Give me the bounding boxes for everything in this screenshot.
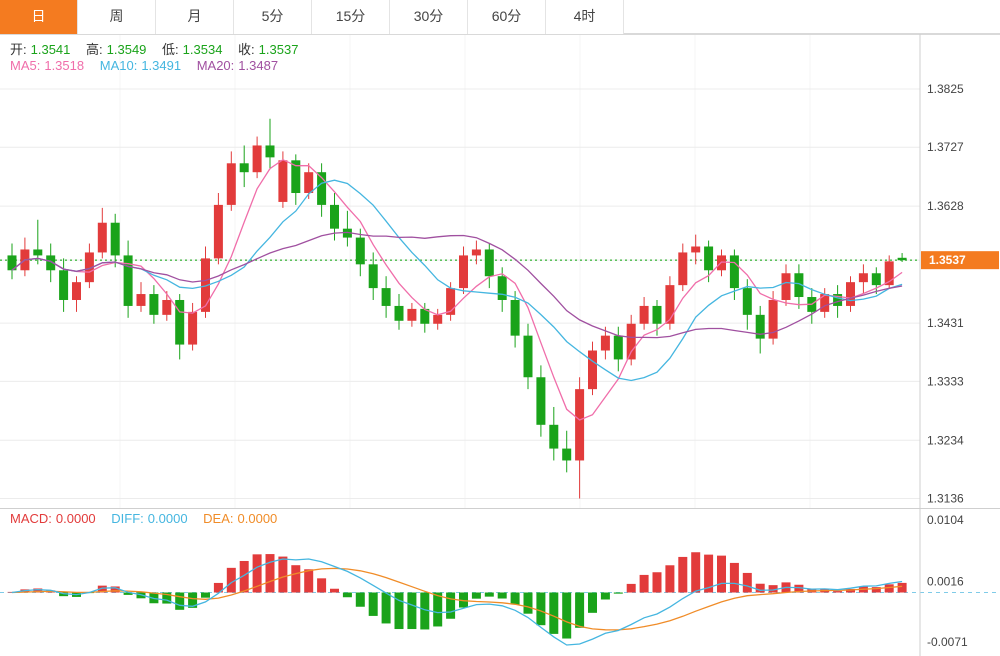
candlestick-chart[interactable]: 1.3825 1.3727 1.3628 1.3537 1.3431 1.3333 1.32… xyxy=(0,34,1000,508)
svg-text:1.3727: 1.3727 xyxy=(927,140,964,154)
tab-30min[interactable]: 30分 xyxy=(390,0,468,34)
dea-label: DEA: xyxy=(203,511,234,526)
svg-text:1.3825: 1.3825 xyxy=(927,82,964,96)
high-label: 高: xyxy=(86,42,103,57)
tab-15min[interactable]: 15分 xyxy=(312,0,390,34)
close-label: 收: xyxy=(238,42,255,57)
low-value: 1.3534 xyxy=(182,42,223,57)
ma-readout: MA5: 1.3518 MA10: 1.3491 MA20: 1.3487 xyxy=(10,58,290,73)
svg-text:1.3431: 1.3431 xyxy=(927,316,964,330)
tab-4hour[interactable]: 4时 xyxy=(546,0,624,34)
open-label: 开: xyxy=(10,42,27,57)
macd-label: MACD: xyxy=(10,511,52,526)
tab-5min[interactable]: 5分 xyxy=(234,0,312,34)
ma10-value: 1.3491 xyxy=(141,58,182,73)
high-value: 1.3549 xyxy=(106,42,147,57)
dea-line xyxy=(11,567,903,631)
ma10-line xyxy=(11,179,903,382)
close-value: 1.3537 xyxy=(258,42,299,57)
diff-label: DIFF: xyxy=(111,511,144,526)
ohlc-readout: 开: 1.3541 高: 1.3549 低: 1.3534 收: 1.3537 xyxy=(10,39,310,58)
ma20-line xyxy=(11,231,903,339)
macd-panel[interactable]: 0.0104 0.0016 -0.0071 xyxy=(0,508,1000,656)
svg-text:1.3136: 1.3136 xyxy=(927,492,964,506)
ma5-line xyxy=(11,158,903,421)
diff-line xyxy=(11,558,903,646)
svg-text:1.3234: 1.3234 xyxy=(927,433,964,447)
macd-readout: MACD: 0.0000 DIFF: 0.0000 DEA: 0.0000 xyxy=(10,511,289,526)
ma20-label: MA20: xyxy=(196,58,235,73)
ma5-label: MA5: xyxy=(10,58,41,73)
svg-text:1.3537: 1.3537 xyxy=(929,253,966,267)
svg-text:0.0016: 0.0016 xyxy=(927,574,964,588)
price-axis-labels: 1.3825 1.3727 1.3628 1.3537 1.3431 1.3333 1.32… xyxy=(0,82,964,506)
svg-text:1.3333: 1.3333 xyxy=(927,374,964,388)
svg-text:1.3628: 1.3628 xyxy=(927,199,964,213)
tab-day[interactable]: 日 xyxy=(0,0,78,34)
svg-text:-0.0071: -0.0071 xyxy=(927,635,968,649)
low-label: 低: xyxy=(162,42,179,57)
tab-week[interactable]: 周 xyxy=(78,0,156,34)
svg-text:0.0104: 0.0104 xyxy=(927,513,964,527)
macd-value: 0.0000 xyxy=(55,511,96,526)
candlesticks xyxy=(7,118,907,499)
dea-value: 0.0000 xyxy=(237,511,278,526)
macd-axis-labels: 0.0104 0.0016 -0.0071 xyxy=(927,513,968,649)
diff-value: 0.0000 xyxy=(147,511,188,526)
ma20-value: 1.3487 xyxy=(238,58,279,73)
ma10-label: MA10: xyxy=(99,58,138,73)
tab-60min[interactable]: 60分 xyxy=(468,0,546,34)
price-tag: 1.3537 xyxy=(921,251,999,270)
tab-month[interactable]: 月 xyxy=(156,0,234,34)
ma5-value: 1.3518 xyxy=(44,58,85,73)
timeframe-tabbar: 日 周 月 5分 15分 30分 60分 4时 xyxy=(0,0,1000,34)
open-value: 1.3541 xyxy=(30,42,71,57)
